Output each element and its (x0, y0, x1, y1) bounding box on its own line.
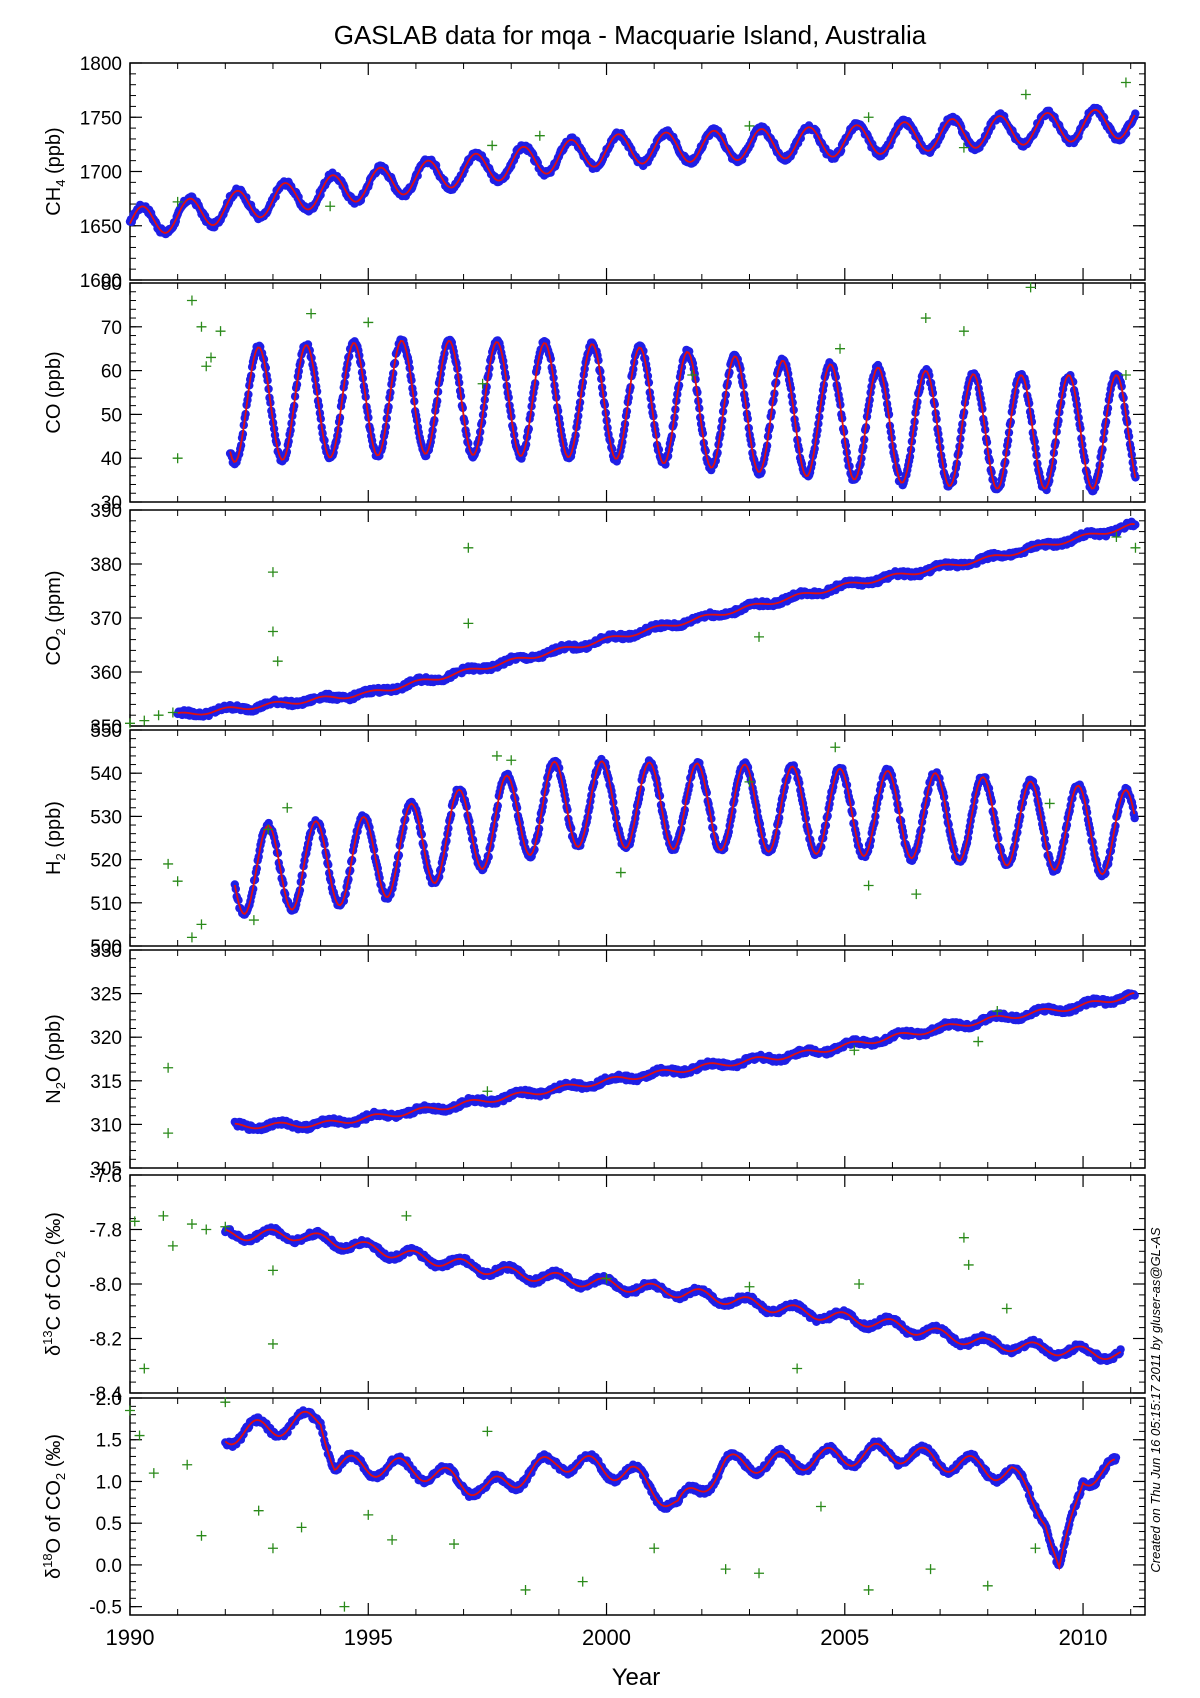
outlier-marker (215, 326, 226, 337)
y-axis-label: N2O (ppb) (43, 1014, 68, 1104)
data-points (125, 103, 1140, 239)
data-points (230, 989, 1139, 1135)
outlier-marker (863, 880, 874, 891)
y-tick-label: 360 (90, 663, 122, 684)
data-point (757, 467, 766, 476)
data-point (1131, 109, 1140, 118)
y-tick-label: 320 (90, 1028, 122, 1049)
outlier-marker (863, 112, 874, 123)
y-tick-label: 380 (90, 555, 122, 576)
outlier-marker (835, 343, 846, 354)
y-axis-label: H2 (ppb) (43, 801, 68, 875)
y-tick-label: 540 (90, 764, 122, 785)
panel-co: 30 40 50 60 70 80 CO (ppb) (43, 274, 1146, 514)
data-point (1130, 813, 1139, 823)
panel-frame (129, 509, 1146, 727)
panel-ch4: 1600 1650 1700 1750 1800 CH4 (ppb) (43, 54, 1146, 292)
outlier-marker (306, 308, 317, 319)
y-tick-label: 1750 (80, 108, 122, 129)
chart-title: GASLAB data for mqa - Macquarie Island, … (334, 20, 927, 50)
outlier-points (172, 77, 1131, 212)
y-tick-label: 50 (101, 405, 122, 426)
panel-frame (129, 949, 1146, 1169)
outlier-marker (186, 295, 197, 306)
y-tick-label: 40 (101, 449, 122, 470)
panel-frame (129, 282, 1146, 503)
outlier-marker (1044, 798, 1055, 809)
outlier-marker (196, 321, 207, 332)
outlier-marker (920, 313, 931, 324)
y-axis-label: CO (ppb) (43, 351, 65, 433)
outlier-marker (487, 140, 498, 151)
outlier-marker (754, 631, 765, 642)
outlier-marker (196, 919, 207, 930)
data-points (173, 517, 1140, 721)
y-tick-label: 310 (90, 1115, 122, 1136)
y-tick-label: 1600 (80, 271, 122, 292)
outlier-marker (163, 858, 174, 869)
outlier-marker (830, 742, 841, 753)
y-tick-label: 1700 (80, 163, 122, 184)
y-tick-label: 1650 (80, 217, 122, 238)
outlier-marker (186, 932, 197, 943)
y-tick-label: 60 (101, 362, 122, 383)
outlier-marker (463, 542, 474, 553)
outlier-marker (139, 715, 150, 726)
y-tick-label: 325 (90, 985, 122, 1006)
outlier-marker (534, 130, 545, 141)
outlier-marker (958, 142, 969, 153)
outlier-marker (363, 317, 374, 328)
outlier-marker (911, 889, 922, 900)
panels: 1600 1650 1700 1750 1800 CH4 (ppb) 30 40 50 60 70 8… (40, 54, 1146, 1619)
y-tick-label: 70 (101, 318, 122, 339)
outlier-marker (267, 626, 278, 637)
y-tick-label: 80 (101, 274, 122, 295)
y-tick-label: 390 (90, 501, 122, 522)
outlier-marker (1025, 282, 1036, 293)
outlier-marker (172, 876, 183, 887)
y-axis-label: CH4 (ppb) (43, 127, 68, 215)
fit-line (129, 108, 1136, 234)
y-tick-label: 510 (90, 894, 122, 915)
outlier-marker (463, 618, 474, 629)
y-tick-label: 530 (90, 807, 122, 828)
outlier-marker (744, 120, 755, 131)
outlier-marker (272, 656, 283, 667)
outlier-marker (267, 567, 278, 578)
outlier-marker (282, 802, 293, 813)
outlier-marker (506, 755, 517, 766)
outlier-marker (491, 750, 502, 761)
data-points (230, 754, 1139, 919)
outlier-marker (615, 867, 626, 878)
panel-frame (129, 729, 1146, 947)
panel-frame (129, 62, 1146, 281)
outlier-marker (153, 710, 164, 721)
y-tick-label: 330 (90, 941, 122, 962)
outlier-marker (958, 326, 969, 337)
outlier-marker (248, 915, 259, 926)
outlier-marker (1020, 89, 1031, 100)
y-tick-label: 30 (101, 493, 122, 514)
data-point (1090, 483, 1100, 492)
y-tick-label: 1800 (80, 54, 122, 75)
outlier-marker (1130, 542, 1141, 553)
y-tick-label: 370 (90, 609, 122, 630)
outlier-marker (172, 453, 183, 464)
outlier-marker (125, 718, 135, 729)
outlier-marker (201, 361, 212, 372)
outlier-marker (1120, 77, 1131, 88)
y-tick-label: 315 (90, 1072, 122, 1093)
outlier-marker (172, 196, 183, 207)
outlier-marker (206, 352, 217, 363)
y-tick-label: 520 (90, 851, 122, 872)
y-tick-label: 550 (90, 721, 122, 742)
outlier-marker (325, 201, 336, 212)
y-axis-label: CO2 (ppm) (43, 570, 68, 665)
